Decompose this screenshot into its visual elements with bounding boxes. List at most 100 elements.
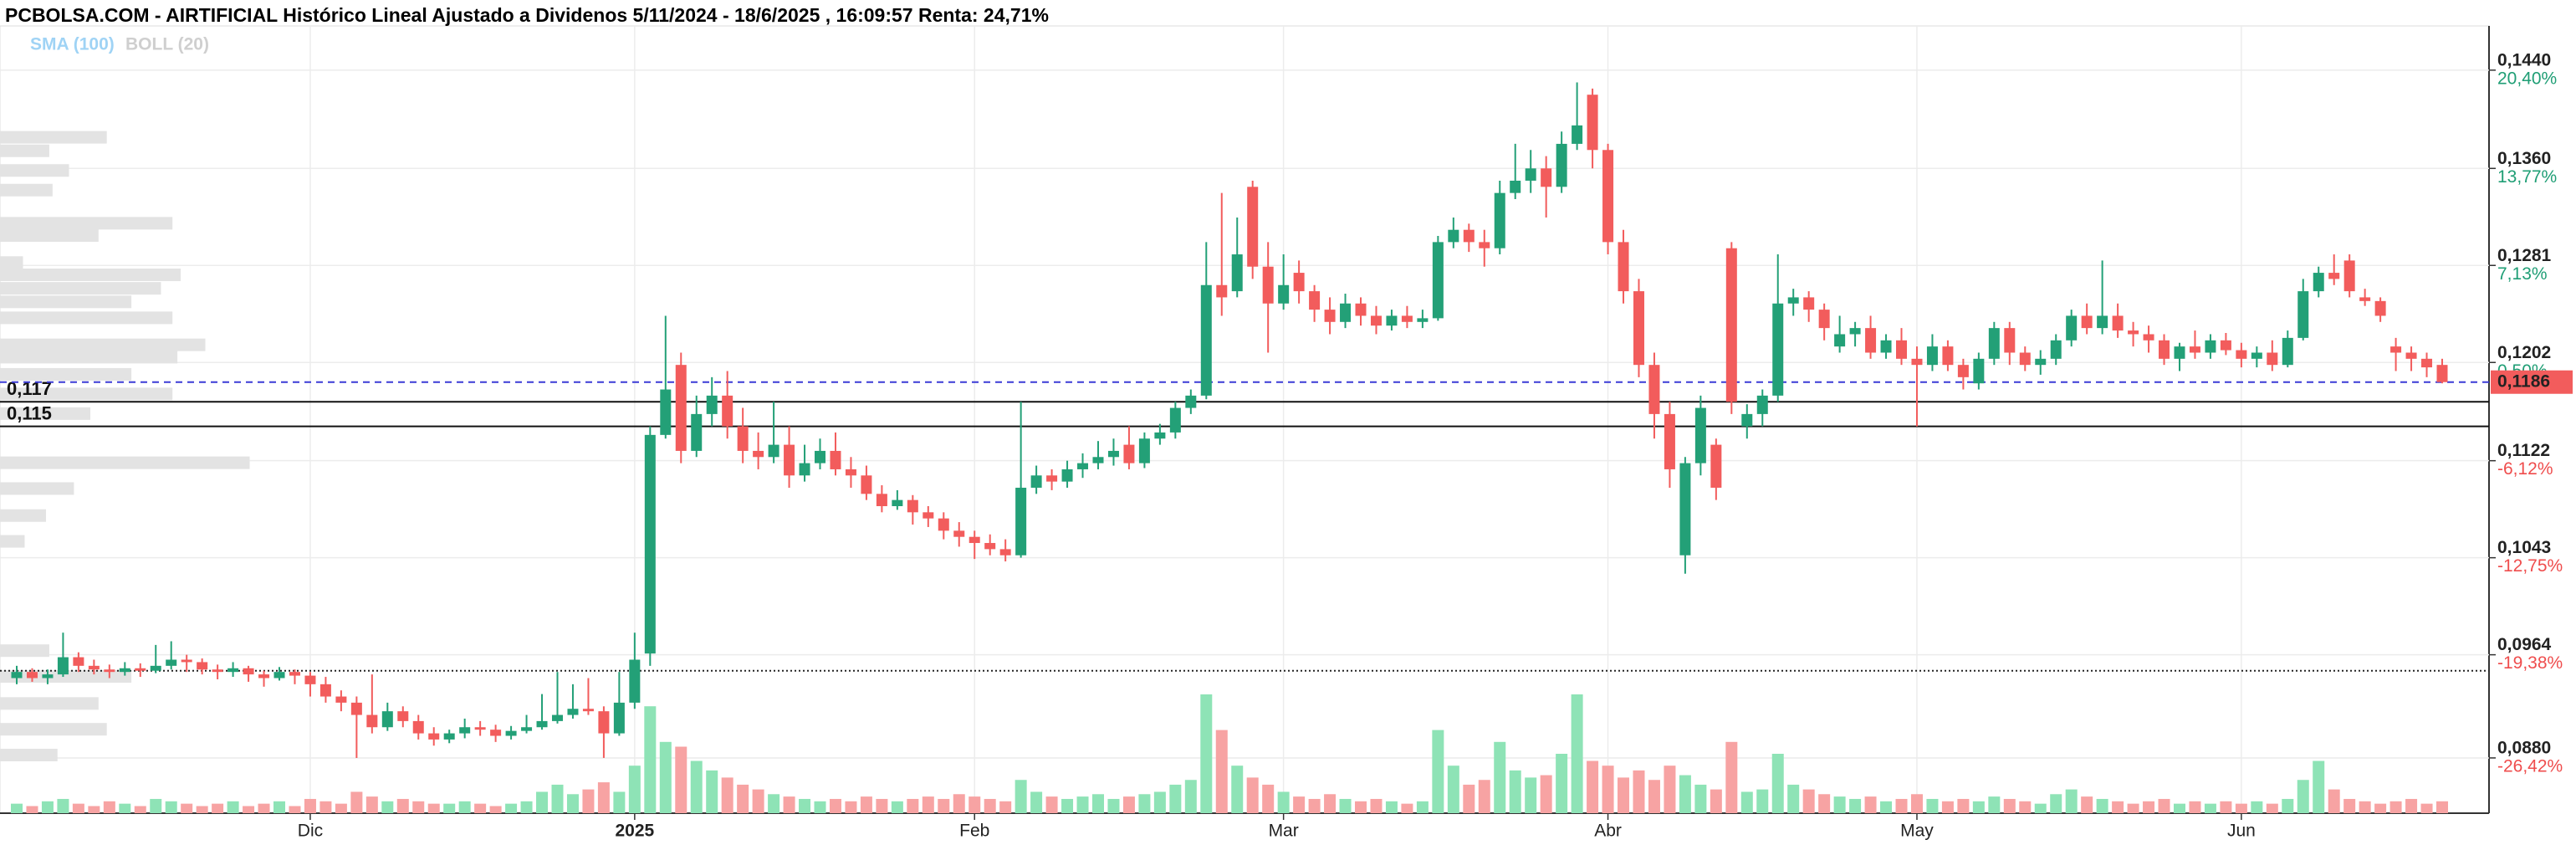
candle-body bbox=[1015, 487, 1027, 556]
volume-bar bbox=[1771, 754, 1784, 813]
x-tick-label: Jun bbox=[2227, 822, 2256, 841]
candle-body bbox=[1077, 463, 1089, 469]
volume-bar bbox=[1926, 798, 1939, 813]
candle-body bbox=[2019, 352, 2031, 366]
volume-profile-bar bbox=[0, 311, 173, 325]
candle-body bbox=[1618, 242, 1629, 292]
candle-body bbox=[227, 668, 239, 673]
volume-bar bbox=[1370, 798, 1383, 813]
candle-body bbox=[2343, 260, 2355, 292]
candle-body bbox=[1169, 407, 1181, 433]
volume-bar bbox=[1694, 784, 1707, 813]
volume-profile-bar bbox=[0, 164, 69, 177]
candle-body bbox=[1293, 273, 1305, 292]
candle-body bbox=[1185, 395, 1197, 408]
volume-bar bbox=[938, 798, 950, 813]
volume-profile-bar bbox=[0, 338, 206, 351]
volume-bar bbox=[1107, 798, 1120, 813]
candle-body bbox=[1200, 284, 1212, 396]
candle-body bbox=[1942, 346, 1954, 366]
volume-bar bbox=[1478, 780, 1490, 813]
candle-body bbox=[335, 696, 347, 703]
candle-body bbox=[135, 668, 146, 671]
volume-bar bbox=[2204, 803, 2216, 813]
volume-bar bbox=[1525, 777, 1537, 813]
x-tick-label: Abr bbox=[1594, 822, 1622, 841]
candle-body bbox=[2405, 352, 2417, 359]
volume-bar bbox=[2343, 798, 2356, 813]
candle-body bbox=[1602, 150, 1614, 243]
volume-bar bbox=[2034, 803, 2047, 813]
volume-bar bbox=[597, 782, 610, 813]
y-tick-pct: 13,77% bbox=[2497, 167, 2557, 187]
volume-bar bbox=[1602, 766, 1614, 813]
volume-profile-bar bbox=[0, 723, 107, 736]
candle-body bbox=[104, 669, 115, 673]
candle-body bbox=[784, 444, 795, 476]
volume-bar bbox=[783, 796, 795, 813]
x-tick-label: Dic bbox=[298, 822, 323, 841]
volume-profile-bar bbox=[0, 295, 132, 309]
legend-sma: SMA (100) bbox=[30, 35, 115, 54]
y-tick-pct: -6,12% bbox=[2497, 459, 2553, 479]
volume-bar bbox=[134, 806, 146, 813]
volume-bar bbox=[829, 798, 841, 813]
candle-body bbox=[243, 668, 254, 675]
candle-body bbox=[953, 530, 965, 537]
volume-bar bbox=[969, 796, 981, 813]
volume-bar bbox=[474, 803, 487, 813]
candle-body bbox=[443, 733, 455, 740]
volume-bar bbox=[799, 798, 811, 813]
volume-profile-bar bbox=[0, 456, 250, 469]
volume-profile-bar bbox=[0, 509, 46, 522]
volume-bar bbox=[1941, 801, 1954, 813]
y-tick-label: 0,1360 bbox=[2497, 149, 2551, 168]
candle-body bbox=[1510, 180, 1521, 193]
volume-bar bbox=[258, 803, 270, 813]
volume-profile-bar bbox=[0, 482, 74, 495]
candle-body bbox=[119, 668, 130, 673]
volume-bar bbox=[2374, 803, 2387, 813]
volume-profile-bar bbox=[0, 749, 58, 762]
volume-bar bbox=[737, 784, 749, 813]
candle-body bbox=[2436, 365, 2448, 382]
volume-profile-bar bbox=[0, 387, 173, 401]
candle-body bbox=[1648, 365, 1660, 414]
candle-body bbox=[88, 665, 100, 670]
y-tick-label: 0,1043 bbox=[2497, 538, 2551, 557]
candle-body bbox=[815, 450, 826, 463]
volume-bar bbox=[613, 791, 626, 813]
volume-bar bbox=[1633, 770, 1645, 813]
volume-bar bbox=[427, 803, 440, 813]
candle-body bbox=[2097, 315, 2108, 329]
volume-bar bbox=[2220, 801, 2232, 813]
volume-bar bbox=[243, 806, 255, 813]
candle-body bbox=[1896, 340, 1908, 359]
candle-body bbox=[1309, 291, 1321, 310]
volume-bar bbox=[2328, 789, 2340, 813]
candle-body bbox=[2236, 350, 2247, 359]
volume-bar bbox=[505, 803, 518, 813]
candle-body bbox=[1587, 95, 1598, 151]
legend-boll: BOLL (20) bbox=[125, 35, 209, 54]
volume-bar bbox=[2282, 798, 2294, 813]
volume-bar bbox=[1416, 801, 1429, 813]
candle-body bbox=[1448, 229, 1459, 243]
candle-body bbox=[2282, 337, 2293, 366]
volume-bar bbox=[1556, 754, 1568, 813]
candle-body bbox=[1154, 432, 1166, 439]
volume-bar bbox=[690, 760, 703, 813]
candle-body bbox=[1370, 315, 1382, 326]
volume-bar bbox=[1277, 791, 1290, 813]
volume-bar bbox=[1818, 794, 1831, 813]
volume-bar bbox=[1184, 780, 1197, 813]
volume-bar bbox=[1664, 766, 1676, 813]
volume-bar bbox=[1138, 794, 1151, 813]
volume-profile-bar bbox=[0, 367, 132, 381]
y-tick-label: 0,1440 bbox=[2497, 50, 2551, 69]
candle-body bbox=[598, 711, 610, 734]
last-price-label: 0,1186 bbox=[2497, 371, 2550, 391]
y-tick-pct: 7,13% bbox=[2497, 264, 2548, 284]
volume-bar bbox=[675, 746, 687, 813]
volume-profile-bar bbox=[0, 229, 99, 243]
